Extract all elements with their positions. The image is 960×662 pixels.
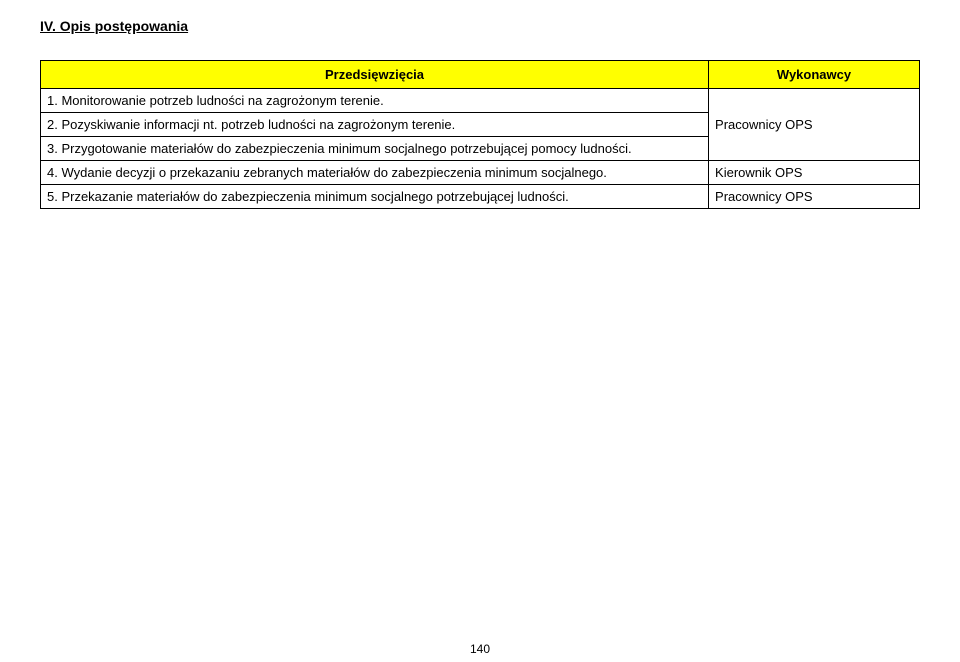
cell-right: Kierownik OPS bbox=[709, 161, 920, 185]
page-number: 140 bbox=[0, 642, 960, 656]
cell-right bbox=[709, 89, 920, 113]
table-row: 3. Przygotowanie materiałów do zabezpiec… bbox=[41, 137, 920, 161]
header-wykonawcy: Wykonawcy bbox=[709, 61, 920, 89]
cell-left: 1. Monitorowanie potrzeb ludności na zag… bbox=[41, 89, 709, 113]
cell-right: Pracownicy OPS bbox=[709, 185, 920, 209]
cell-left: 3. Przygotowanie materiałów do zabezpiec… bbox=[41, 137, 709, 161]
cell-right bbox=[709, 137, 920, 161]
table-row: 1. Monitorowanie potrzeb ludności na zag… bbox=[41, 89, 920, 113]
cell-right: Pracownicy OPS bbox=[709, 113, 920, 137]
header-przedsiewziecia: Przedsięwzięcia bbox=[41, 61, 709, 89]
table-row: 2. Pozyskiwanie informacji nt. potrzeb l… bbox=[41, 113, 920, 137]
cell-left: 2. Pozyskiwanie informacji nt. potrzeb l… bbox=[41, 113, 709, 137]
table-row: 4. Wydanie decyzji o przekazaniu zebrany… bbox=[41, 161, 920, 185]
table-row: 5. Przekazanie materiałów do zabezpiecze… bbox=[41, 185, 920, 209]
cell-left: 4. Wydanie decyzji o przekazaniu zebrany… bbox=[41, 161, 709, 185]
table-header-row: Przedsięwzięcia Wykonawcy bbox=[41, 61, 920, 89]
procedure-table: Przedsięwzięcia Wykonawcy 1. Monitorowan… bbox=[40, 60, 920, 209]
section-title: IV. Opis postępowania bbox=[40, 18, 920, 34]
cell-left: 5. Przekazanie materiałów do zabezpiecze… bbox=[41, 185, 709, 209]
